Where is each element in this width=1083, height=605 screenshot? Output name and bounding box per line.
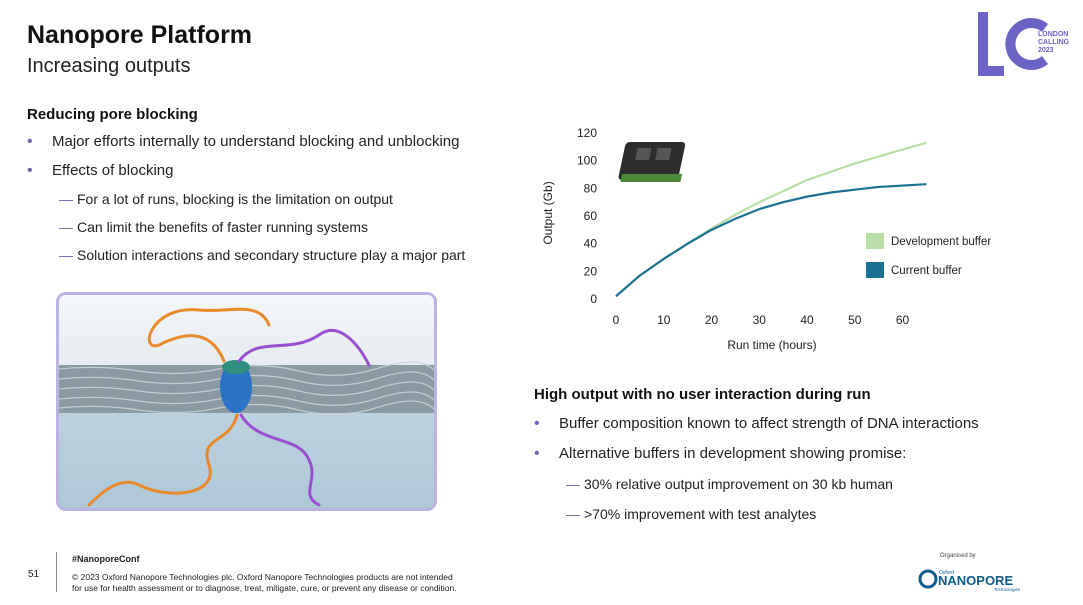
right-bullet-list: Buffer composition known to affect stren… <box>534 415 1054 523</box>
chart-legend: Development buffer Current buffer <box>866 233 991 278</box>
membrane-graphic <box>59 295 434 508</box>
footer-legal: © 2023 Oxford Nanopore Technologies plc.… <box>72 572 532 594</box>
pore-membrane-illustration <box>56 292 437 511</box>
left-sub-text-3: Solution interactions and secondary stru… <box>77 247 466 263</box>
london-calling-logo: LONDON CALLING 2023 <box>978 12 1070 76</box>
x-tick-label: 10 <box>657 313 671 327</box>
logo-nanopore-text: NANOPORE <box>938 573 1013 588</box>
y-tick-label: 120 <box>577 126 597 140</box>
right-heading: High output with no user interaction dur… <box>534 386 871 403</box>
left-sub-text-2: Can limit the benefits of faster running… <box>77 219 369 235</box>
page-number: 51 <box>28 569 40 580</box>
left-bullet-2-text: Effects of blocking <box>52 162 174 179</box>
legend-swatch-1 <box>866 233 884 249</box>
right-content: High output with no user interaction dur… <box>534 386 1054 535</box>
x-tick-label: 20 <box>705 313 719 327</box>
right-sub-text-1: 30% relative output improvement on 30 kb… <box>584 476 893 492</box>
right-sub-list: 30% relative output improvement on 30 kb… <box>559 475 1054 523</box>
logo-technologies-text: Technologies <box>994 587 1021 592</box>
right-sub-item: 30% relative output improvement on 30 kb… <box>534 475 1054 493</box>
chart-series <box>615 141 927 298</box>
x-axis-label: Run time (hours) <box>727 338 816 352</box>
left-bullet-list: Major efforts internally to understand b… <box>27 133 497 264</box>
right-sub-item: >70% improvement with test analytes <box>534 505 1054 523</box>
nanopore-ring-icon <box>918 569 938 589</box>
series-line-2 <box>615 183 927 298</box>
left-sub-item: For a lot of runs, blocking is the limit… <box>27 190 497 208</box>
slide-subtitle: Increasing outputs <box>27 55 191 77</box>
legal-line-1: © 2023 Oxford Nanopore Technologies plc.… <box>72 572 453 582</box>
left-bullet-2: Effects of blocking For a lot of runs, b… <box>27 162 497 264</box>
left-heading: Reducing pore blocking <box>27 106 198 123</box>
right-bullet-2: Alternative buffers in development showi… <box>534 445 1054 523</box>
output-line-chart: 0 20 40 60 80 100 120 0 10 20 30 40 50 60 Development… <box>541 126 991 352</box>
left-sub-list: For a lot of runs, blocking is the limit… <box>52 190 497 264</box>
nanopore-protein <box>220 360 252 413</box>
legend-label-1: Development buffer <box>891 236 991 248</box>
y-tick-label: 100 <box>577 154 597 168</box>
right-bullet-2-text: Alternative buffers in development showi… <box>559 445 907 462</box>
dna-strands <box>87 307 371 507</box>
left-sub-text-1: For a lot of runs, blocking is the limit… <box>77 191 393 207</box>
logo-line-1: LONDON <box>1038 31 1068 38</box>
logo-letter-c <box>1005 18 1048 70</box>
left-content: Reducing pore blocking Major efforts int… <box>27 106 497 275</box>
y-tick-label: 60 <box>584 209 598 223</box>
footer-divider <box>56 552 57 592</box>
x-tick-label: 30 <box>753 313 767 327</box>
x-tick-label: 50 <box>848 313 862 327</box>
logo-line-2: CALLING <box>1038 39 1070 46</box>
flow-cell-icon <box>618 142 686 182</box>
chart-axes: 0 20 40 60 80 100 120 0 10 20 30 40 50 60 <box>577 126 910 327</box>
left-sub-item: Solution interactions and secondary stru… <box>27 246 497 264</box>
logo-line-3: 2023 <box>1038 47 1054 54</box>
logo-letter-l <box>978 12 1004 76</box>
right-sub-text-2: >70% improvement with test analytes <box>584 506 817 522</box>
x-tick-label: 60 <box>896 313 910 327</box>
y-tick-label: 0 <box>590 292 597 306</box>
footer-hashtag: #NanoporeConf <box>72 554 140 564</box>
y-tick-label: 40 <box>584 237 598 251</box>
legend-swatch-2 <box>866 262 884 278</box>
right-bullet-1: Buffer composition known to affect stren… <box>534 415 1054 433</box>
left-bullet-1: Major efforts internally to understand b… <box>27 133 497 151</box>
legal-line-2: for use for health assessment or to diag… <box>72 583 457 593</box>
slide-title: Nanopore Platform <box>27 21 253 49</box>
y-tick-label: 20 <box>584 264 598 278</box>
left-sub-item: Can limit the benefits of faster running… <box>27 218 497 236</box>
x-tick-label: 40 <box>800 313 814 327</box>
y-axis-label: Output (Gb) <box>541 181 555 244</box>
legend-label-2: Current buffer <box>891 265 962 277</box>
oxford-nanopore-logo: Oxford NANOPORE Technologies <box>918 569 1021 592</box>
y-tick-label: 80 <box>584 181 598 195</box>
x-tick-label: 0 <box>613 313 620 327</box>
organised-by-label: Organised by <box>940 553 976 559</box>
logo-oxford-text: Oxford <box>939 570 954 576</box>
